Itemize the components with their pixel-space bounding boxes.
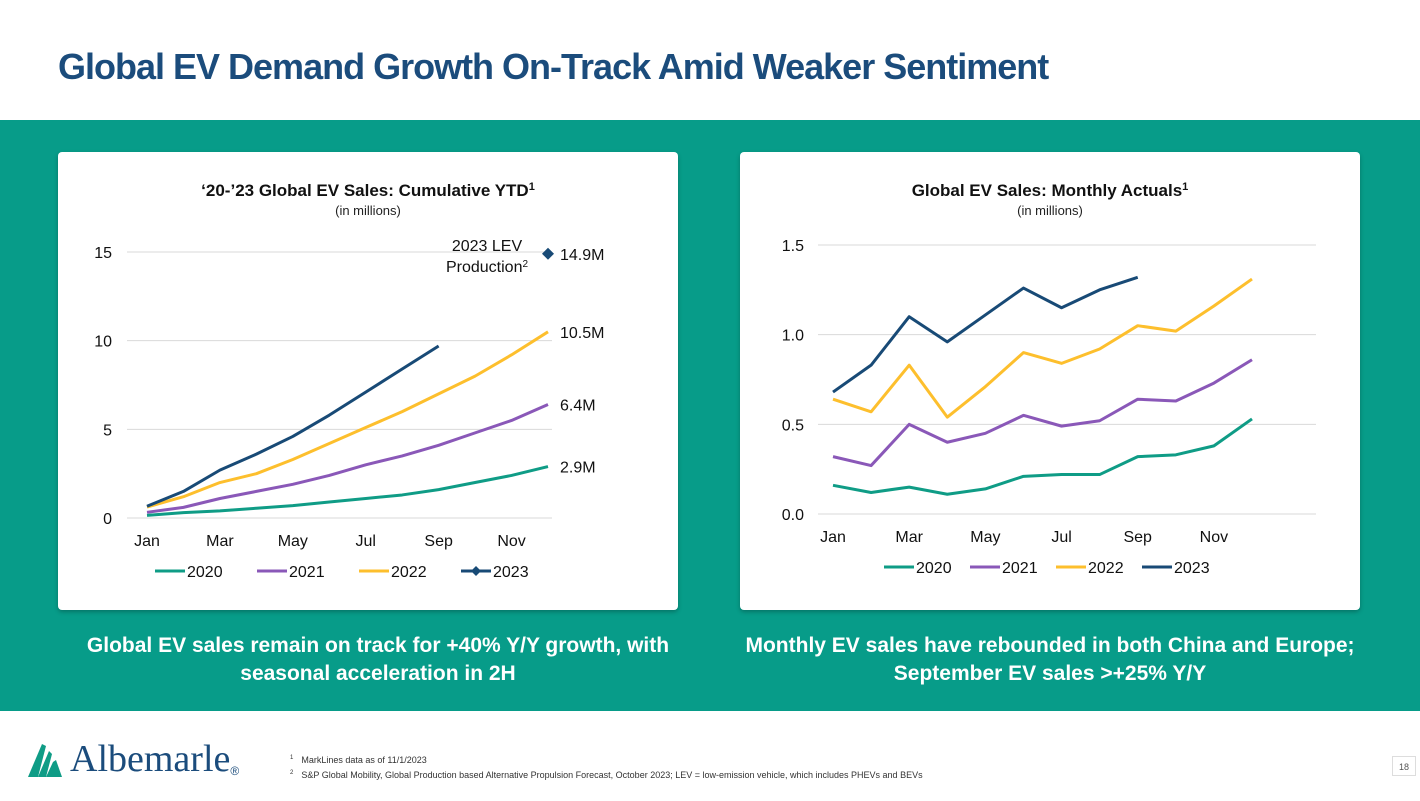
y-tick-label: 0.5: [782, 417, 804, 434]
end-label-2020: 2.9M: [560, 460, 596, 477]
page-title: Global EV Demand Growth On-Track Amid We…: [58, 46, 1049, 87]
lev-annotation-line2: Production2: [446, 258, 529, 276]
y-tick-label: 1.0: [782, 328, 804, 345]
y-tick-label: 1.5: [782, 238, 804, 255]
chart-subtitle: (in millions): [1017, 203, 1083, 218]
x-tick-label: Mar: [895, 529, 923, 546]
legend-label-2020: 2020: [916, 560, 952, 577]
logo-text: Albemarle: [70, 738, 231, 780]
legend-label-2022: 2022: [391, 564, 427, 581]
end-label-2021: 6.4M: [560, 398, 596, 415]
monthly-chart-card: Global EV Sales: Monthly Actuals1 (in mil…: [740, 152, 1360, 610]
x-tick-label: Nov: [497, 533, 525, 550]
legend-diamond-icon: [471, 566, 481, 576]
series-line-2020: [146, 465, 549, 517]
series-line-2022: [146, 330, 549, 509]
cumulative-chart-card: ‘20-’23 Global EV Sales: Cumulative YTD1…: [58, 152, 678, 610]
chart-title: ‘20-’23 Global EV Sales: Cumulative YTD1: [201, 181, 535, 200]
cumulative-chart: ‘20-’23 Global EV Sales: Cumulative YTD1…: [94, 181, 604, 581]
caption-left: Global EV sales remain on track for +40%…: [86, 634, 670, 685]
albemarle-logo-mark-icon: [28, 744, 62, 777]
chart-title: Global EV Sales: Monthly Actuals1: [912, 181, 1189, 200]
footnote-1: 1 MarkLines data as of 11/1/2023: [290, 755, 427, 765]
legend-label-2022: 2022: [1088, 560, 1124, 577]
x-tick-label: May: [278, 533, 308, 550]
footnotes: 1 MarkLines data as of 11/1/2023 2 S&P Glo…: [290, 752, 923, 782]
series-line-2020: [832, 417, 1253, 496]
x-tick-label: Mar: [206, 533, 234, 550]
y-tick-label: 5: [103, 422, 112, 439]
x-tick-label: Nov: [1200, 529, 1228, 546]
x-tick-label: Jan: [134, 533, 160, 550]
chart-subtitle: (in millions): [335, 203, 401, 218]
legend-label-2023: 2023: [1174, 560, 1210, 577]
legend-label-2021: 2021: [1002, 560, 1038, 577]
legend-label-2021: 2021: [289, 564, 325, 581]
x-tick-label: Jan: [820, 529, 846, 546]
albemarle-logo: Albemarle ®: [26, 740, 239, 778]
x-tick-label: Sep: [424, 533, 453, 550]
series-line-2021: [832, 358, 1253, 468]
lev-annotation-line1: 2023 LEV: [452, 238, 523, 255]
x-tick-label: Jul: [1051, 529, 1071, 546]
monthly-chart: Global EV Sales: Monthly Actuals1 (in mil…: [782, 181, 1316, 577]
x-tick-label: Sep: [1123, 529, 1152, 546]
y-tick-label: 10: [94, 334, 112, 351]
series-line-2023: [832, 275, 1139, 394]
lev-production-marker: [542, 247, 554, 260]
y-tick-label: 15: [94, 245, 112, 262]
legend-label-2020: 2020: [187, 564, 223, 581]
y-tick-label: 0.0: [782, 507, 804, 524]
registered-mark: ®: [230, 764, 240, 778]
series-line-2023: [146, 344, 440, 508]
end-label-2022: 10.5M: [560, 325, 604, 342]
caption-right: Monthly EV sales have rebounded in both …: [745, 634, 1355, 685]
series-line-2022: [832, 277, 1253, 419]
page-number: 18: [1392, 756, 1416, 776]
legend-label-2023: 2023: [493, 564, 529, 581]
x-tick-label: Jul: [356, 533, 376, 550]
footnote-2: 2 S&P Global Mobility, Global Production …: [290, 770, 923, 780]
x-tick-label: May: [970, 529, 1000, 546]
y-tick-label: 0: [103, 511, 112, 528]
series-line-2021: [146, 403, 549, 514]
lev-production-value: 14.9M: [560, 247, 604, 264]
